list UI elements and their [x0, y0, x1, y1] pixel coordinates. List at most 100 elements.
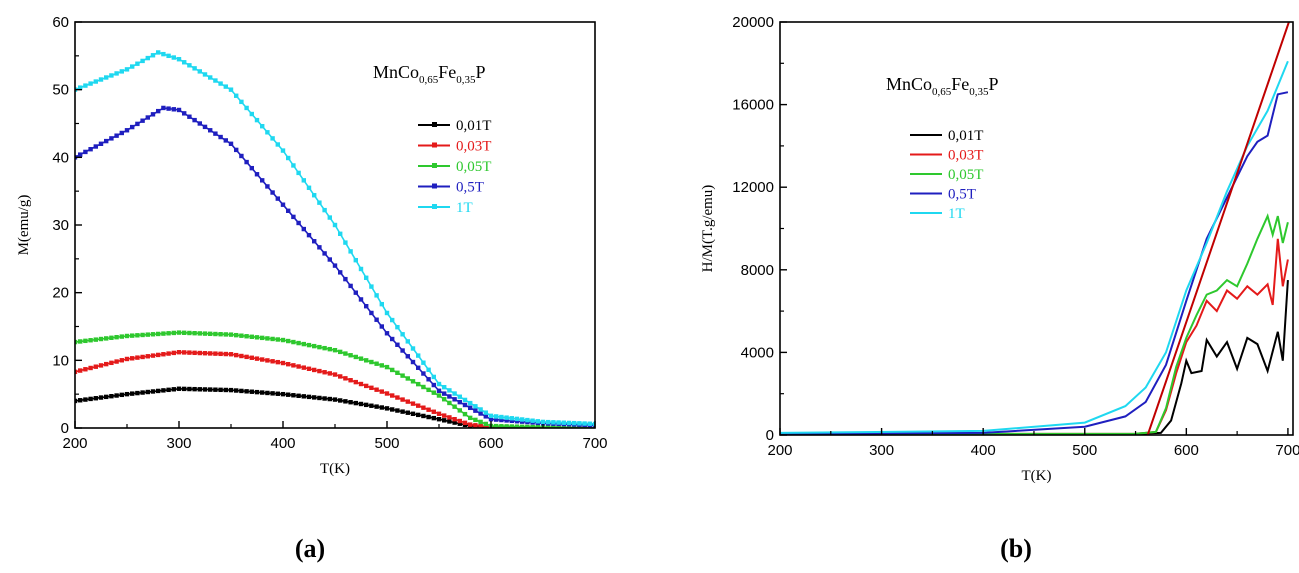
data-point: [499, 424, 504, 428]
data-point: [332, 372, 338, 377]
series-0-5T-line: [780, 91, 1289, 435]
data-point: [161, 331, 166, 336]
data-point: [468, 415, 473, 421]
data-point: [286, 361, 291, 367]
data-point: [270, 190, 275, 195]
data-point: [572, 425, 577, 428]
data-point: [421, 405, 426, 410]
data-point: [254, 356, 260, 361]
data-point: [98, 77, 104, 82]
data-point: [135, 61, 140, 66]
data-point: [374, 317, 379, 322]
data-point: [218, 332, 223, 337]
data-point: [197, 387, 202, 392]
data-point: [140, 390, 145, 395]
data-point: [187, 330, 192, 336]
data-point: [228, 332, 234, 337]
data-point: [291, 363, 296, 368]
data-point: [400, 373, 405, 378]
y-axis-label: H/M(T.g/emu): [700, 185, 716, 273]
formula-text: P: [989, 74, 999, 94]
data-point: [436, 381, 442, 387]
data-point: [104, 394, 109, 400]
data-point: [473, 404, 478, 409]
data-point: [390, 317, 395, 323]
data-point: [312, 395, 317, 400]
data-point: [390, 407, 395, 412]
data-point: [249, 389, 254, 394]
data-point: [421, 371, 426, 376]
data-point: [291, 163, 296, 168]
data-point: [494, 414, 499, 419]
y-tick-label: 60: [52, 14, 69, 31]
data-point: [301, 341, 306, 347]
data-point: [286, 155, 291, 161]
data-point: [348, 378, 353, 383]
data-point: [150, 389, 156, 394]
data-point: [218, 351, 223, 357]
data-point: [234, 352, 239, 358]
data-point: [556, 420, 561, 425]
data-point: [265, 184, 270, 189]
data-point: [161, 51, 166, 57]
data-point: [566, 425, 572, 428]
data-point: [384, 310, 390, 316]
data-point: [379, 389, 384, 394]
data-point: [410, 359, 416, 365]
data-point: [83, 338, 88, 344]
data-point: [213, 387, 218, 392]
data-point: [223, 351, 228, 357]
data-point: [234, 147, 239, 153]
data-point: [478, 423, 483, 428]
data-point: [75, 398, 78, 404]
plot-area: [780, 22, 1290, 435]
data-point: [395, 370, 400, 375]
data-point: [556, 425, 561, 428]
data-point: [504, 424, 509, 428]
data-point: [561, 420, 566, 425]
data-point: [265, 358, 270, 363]
data-point: [150, 353, 156, 358]
data-point: [296, 220, 301, 226]
data-point: [192, 350, 197, 356]
data-point: [306, 366, 312, 371]
data-point: [442, 418, 447, 423]
y-tick-label: 4000: [741, 344, 774, 361]
data-point: [478, 411, 483, 416]
y-tick-label: 50: [52, 82, 69, 99]
data-point: [431, 374, 436, 380]
data-point: [109, 335, 114, 341]
data-point: [457, 394, 462, 399]
data-point: [270, 359, 275, 364]
data-point: [431, 390, 436, 395]
data-point: [213, 131, 218, 136]
data-point: [551, 420, 556, 425]
data-point: [140, 332, 145, 338]
x-tick-label: 300: [869, 442, 894, 459]
data-point: [239, 333, 244, 338]
data-point: [228, 141, 234, 146]
data-point: [265, 130, 270, 135]
data-point: [171, 330, 176, 336]
data-point: [286, 392, 291, 397]
data-point: [239, 99, 244, 105]
data-point: [488, 413, 494, 419]
data-point: [296, 393, 301, 398]
data-point: [187, 114, 192, 119]
data-point: [338, 398, 343, 403]
x-tick-label: 300: [166, 435, 191, 452]
data-point: [171, 387, 176, 392]
data-point: [88, 365, 93, 371]
formula-text: MnCo: [886, 74, 932, 94]
y-tick-label: 0: [61, 420, 69, 437]
data-point: [317, 395, 322, 401]
data-point: [130, 356, 135, 361]
data-point: [358, 381, 364, 387]
legend-marker: [432, 183, 437, 189]
data-point: [353, 257, 358, 263]
data-point: [109, 393, 114, 399]
data-point: [509, 418, 514, 424]
data-point: [353, 354, 358, 360]
data-point: [447, 394, 452, 399]
data-point: [223, 138, 228, 143]
